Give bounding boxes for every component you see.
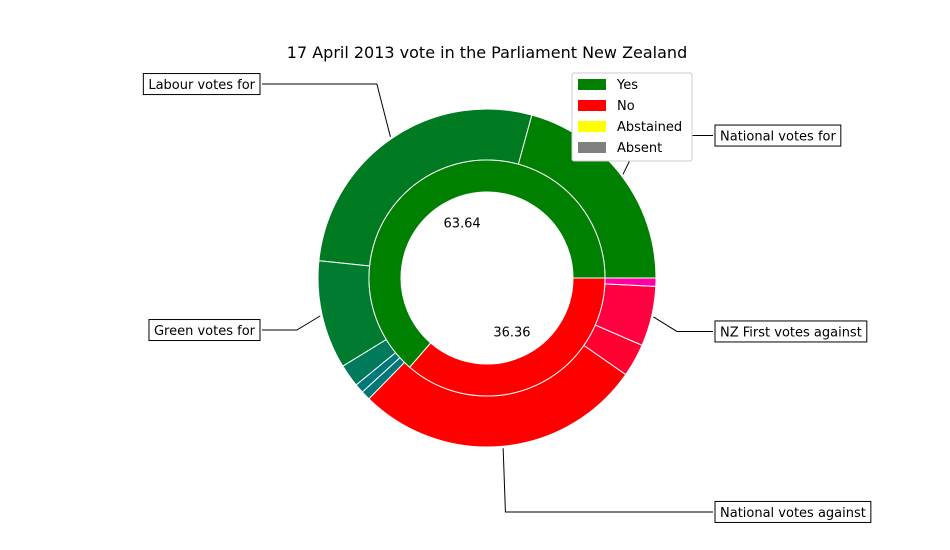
inner-ring: [368, 159, 606, 397]
annotation-label-8: NZ First votes against: [720, 325, 862, 340]
legend-label-abstained: Abstained: [617, 120, 682, 135]
legend-label-yes: Yes: [616, 78, 638, 93]
annotation-label-2: Green votes for: [154, 324, 256, 339]
legend-label-absent: Absent: [617, 141, 662, 156]
annotation-box-6: [714, 500, 872, 523]
annotation-box-2: [148, 319, 261, 342]
annotation-label-0: National votes for: [720, 130, 836, 145]
annotation-label-6: National votes against: [720, 506, 866, 521]
annotations: National votes for Labour votes for Green …: [142, 73, 872, 523]
legend-label-no: No: [617, 99, 635, 114]
annotation-line-8: [653, 316, 713, 332]
inner-wedge-0: [368, 159, 606, 368]
annotation-label-1: Labour votes for: [148, 78, 255, 93]
annotation-line-2: [262, 315, 321, 331]
percent-labels: 63.64 36.36: [443, 216, 530, 340]
outer-ring: [317, 108, 657, 448]
chart-title: 17 April 2013 vote in the Parliament New…: [287, 43, 687, 62]
inner-wedge-1: [409, 277, 606, 397]
annotation-box-0: [714, 124, 842, 147]
legend-swatch-no: [578, 100, 606, 111]
legend-swatch-abstained: [578, 121, 606, 132]
percent-label-1: 36.36: [493, 326, 530, 341]
annotation-box-1: [142, 73, 261, 96]
annotation-box-8: [714, 320, 868, 343]
legend-swatch-yes: [578, 79, 606, 90]
legend-swatch-absent: [578, 142, 606, 153]
legend-frame: [571, 72, 693, 162]
annotation-line-6: [502, 448, 713, 513]
percent-label-0: 63.64: [443, 216, 480, 231]
annotation-line-1: [262, 83, 391, 138]
legend: Yes No Abstained Absent: [571, 72, 693, 162]
